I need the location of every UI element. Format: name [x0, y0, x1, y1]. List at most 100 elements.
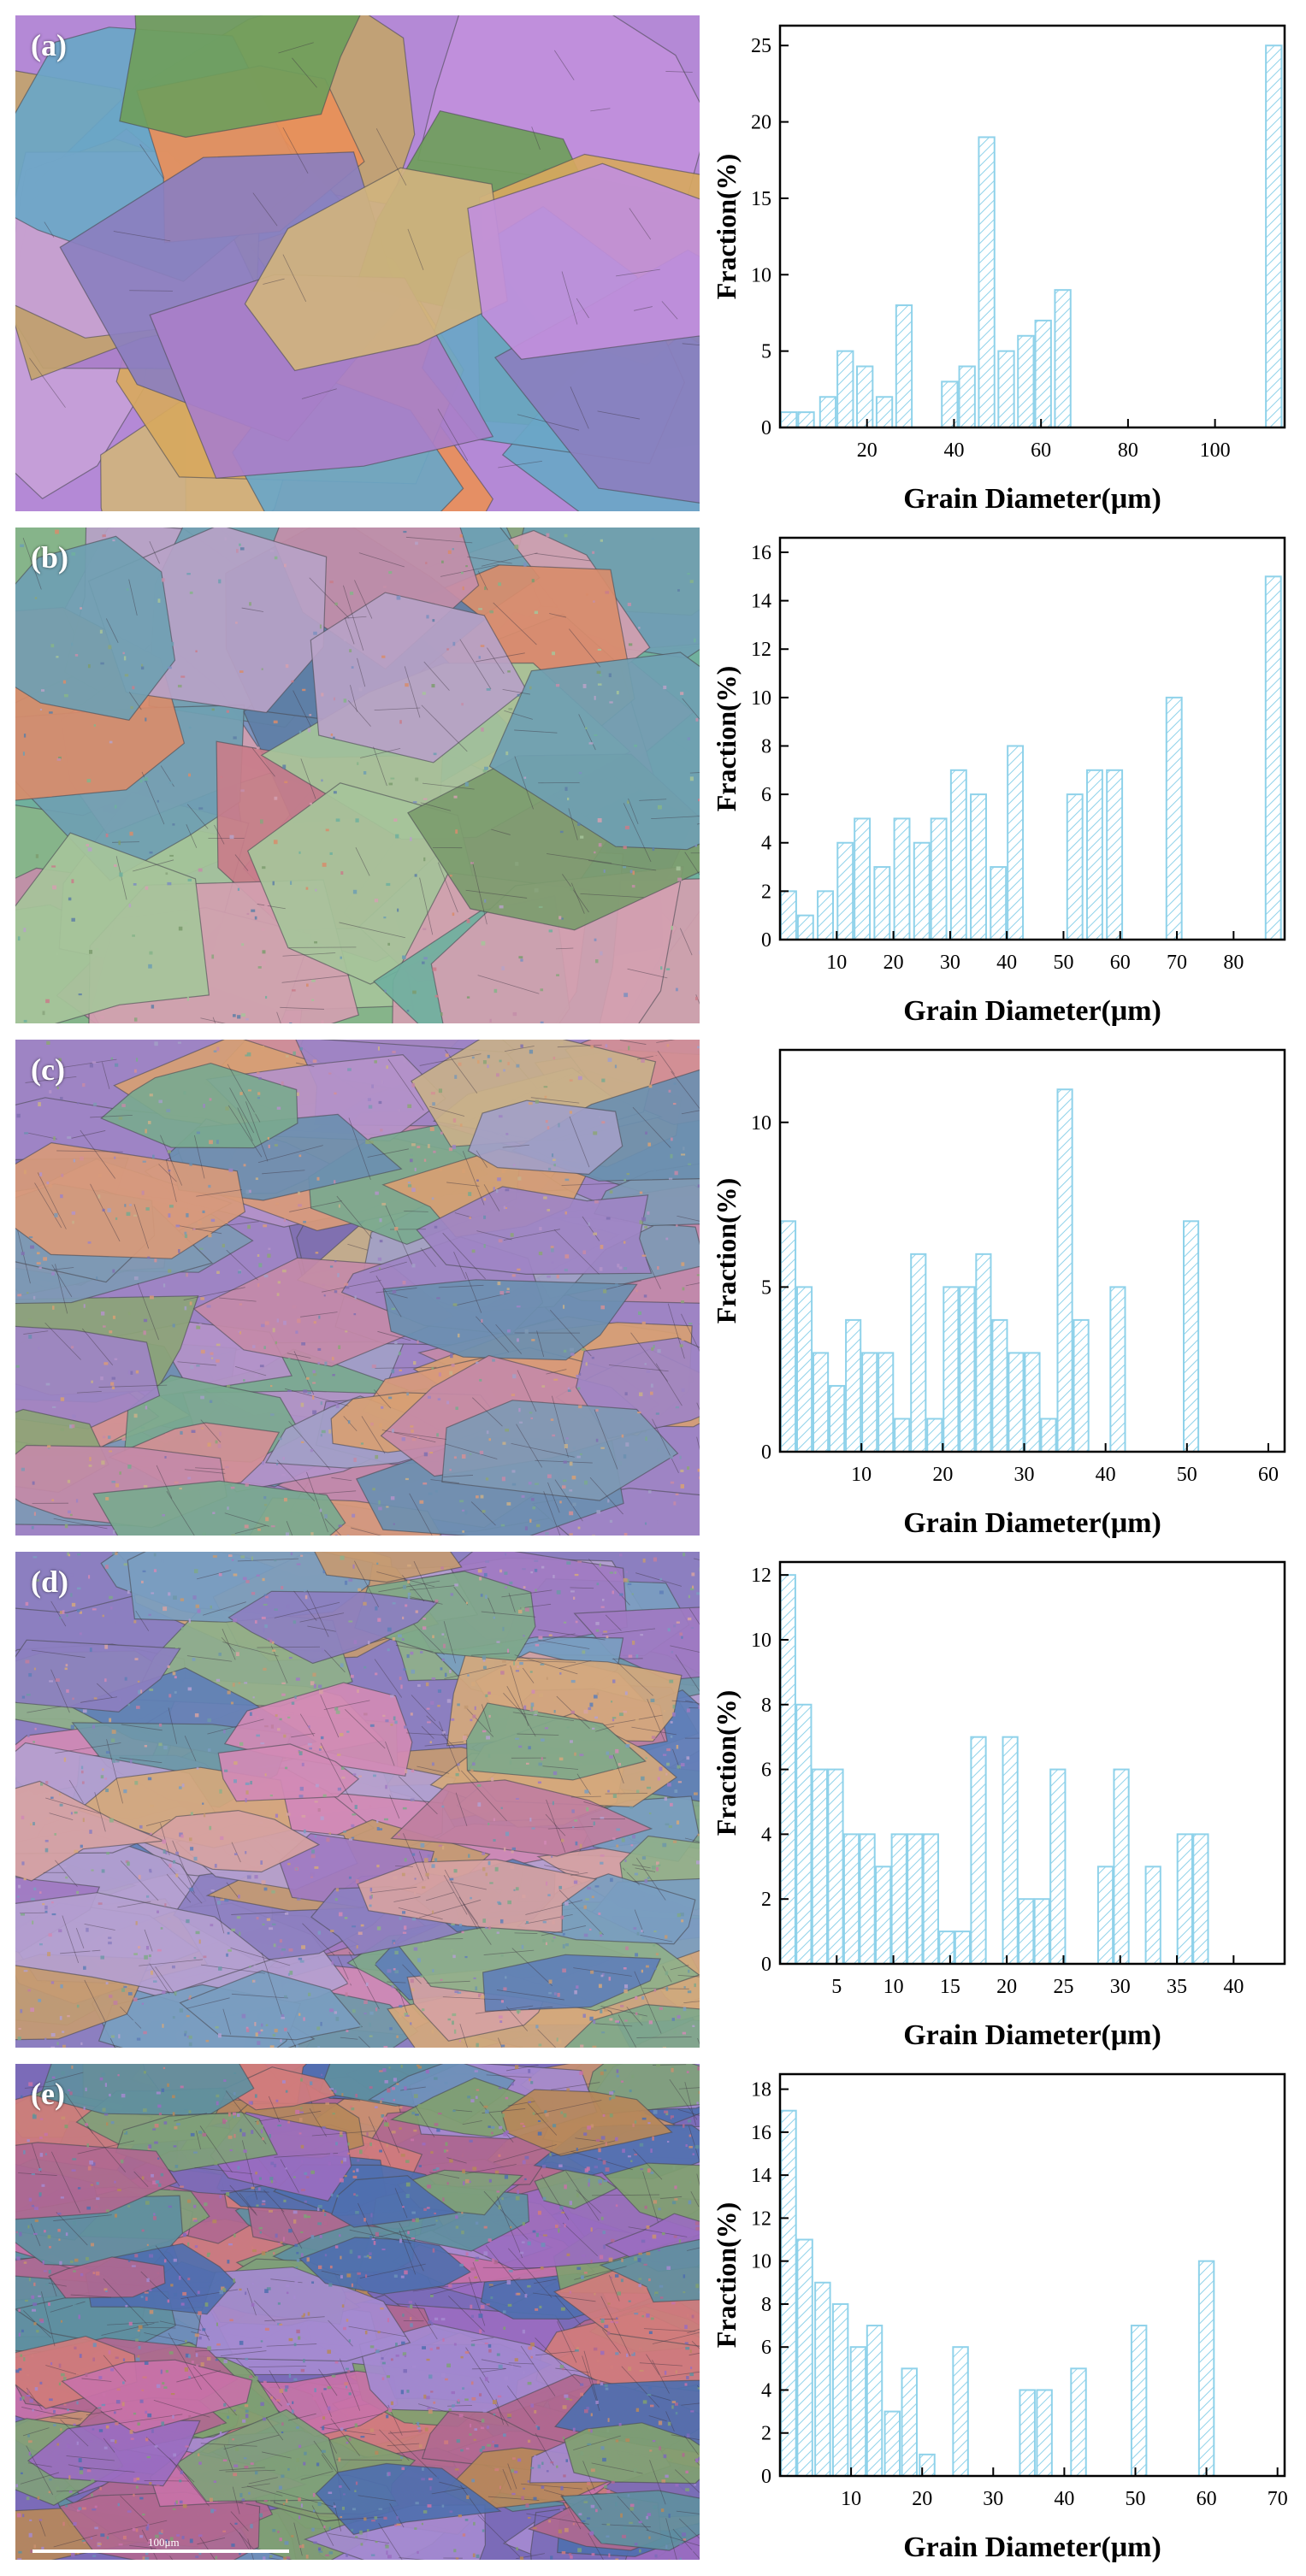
speckle [541, 1565, 545, 1569]
speckle [480, 1995, 485, 1999]
speckle [489, 1882, 493, 1884]
speckle [657, 1266, 659, 1270]
speckle [517, 1609, 523, 1614]
slip-line [137, 1282, 159, 1341]
speckle [413, 2129, 417, 2132]
speckle [624, 1392, 628, 1396]
slip-line [351, 1527, 382, 1536]
speckle [575, 2349, 579, 2352]
slip-line [120, 2495, 149, 2524]
speckle [405, 1604, 408, 1607]
speckle [119, 872, 123, 877]
speckle [239, 543, 241, 546]
speckle [432, 1102, 435, 1106]
speckle [59, 1556, 62, 1560]
slip-line [278, 42, 314, 54]
speckle [161, 2088, 165, 2093]
speckle [209, 2497, 213, 2502]
speckle [43, 2270, 47, 2272]
speckle [81, 2539, 86, 2542]
speckle [44, 1905, 48, 1910]
speckle [34, 2387, 38, 2391]
speckle [553, 1378, 558, 1381]
speckle [584, 2168, 588, 2172]
speckle [653, 2109, 658, 2114]
speckle [311, 1849, 315, 1854]
speckle [496, 1931, 499, 1934]
speckle [511, 1847, 516, 1851]
speckle [260, 2340, 263, 2343]
speckle [688, 2146, 693, 2149]
speckle [26, 2496, 30, 2501]
speckle [122, 2535, 127, 2540]
speckle [688, 1969, 690, 1973]
speckle [33, 1295, 36, 1300]
slip-line [246, 2485, 283, 2496]
speckle [91, 2243, 94, 2247]
speckle [465, 1601, 468, 1605]
speckle [529, 1818, 532, 1822]
grain [310, 592, 527, 763]
speckle [595, 2508, 598, 2513]
speckle [24, 1132, 28, 1135]
speckle [363, 2517, 367, 2521]
speckle [151, 1592, 155, 1595]
speckle [37, 2496, 40, 2500]
speckle [102, 2107, 106, 2112]
speckle [300, 2189, 305, 2191]
speckle [128, 2321, 133, 2326]
speckle [105, 833, 109, 838]
speckle [83, 1304, 86, 1308]
speckle [423, 798, 428, 800]
speckle [285, 1766, 288, 1770]
speckle [98, 1902, 103, 1905]
speckle [668, 2514, 671, 2519]
speckle [25, 2299, 28, 2302]
slip-line [321, 2392, 332, 2418]
speckle [206, 1476, 210, 1481]
speckle [615, 2352, 619, 2355]
speckle [458, 2040, 461, 2043]
speckle [343, 699, 347, 703]
speckle [155, 2534, 159, 2538]
speckle [223, 2402, 227, 2407]
speckle [174, 2502, 177, 2506]
panel-label: (b) [31, 540, 68, 575]
speckle [299, 2111, 304, 2113]
speckle [215, 1440, 218, 1444]
speckle [218, 1966, 222, 1971]
speckle [657, 1448, 661, 1452]
slip-line [222, 1642, 279, 1657]
slip-line [517, 414, 580, 431]
speckle [415, 541, 418, 545]
slip-line [166, 1490, 195, 1536]
slip-line [649, 2394, 671, 2402]
slip-line [589, 1477, 623, 1515]
histogram-bar [910, 1253, 927, 1453]
speckle [503, 1987, 507, 1991]
speckle [478, 2393, 482, 2396]
speckle [215, 2025, 219, 2029]
speckle [82, 1082, 86, 1088]
speckle [402, 1616, 405, 1620]
speckle [115, 1063, 119, 1067]
speckle [305, 887, 309, 890]
speckle [268, 1144, 270, 1148]
slip-line [446, 1182, 480, 1187]
speckle [34, 1727, 37, 1730]
speckle [639, 1220, 643, 1224]
speckle [515, 1797, 519, 1801]
speckle [684, 2325, 688, 2330]
speckle [476, 2554, 480, 2559]
speckle [512, 2457, 516, 2460]
speckle [319, 1689, 323, 1695]
speckle [629, 2521, 633, 2525]
y-tick-label: 25 [751, 35, 771, 57]
speckle [277, 2125, 282, 2127]
speckle [538, 1762, 542, 1766]
speckle [603, 2069, 607, 2072]
slip-line [667, 1303, 685, 1359]
speckle [137, 2422, 140, 2426]
grain [15, 1141, 246, 1259]
speckle [423, 1618, 426, 1620]
